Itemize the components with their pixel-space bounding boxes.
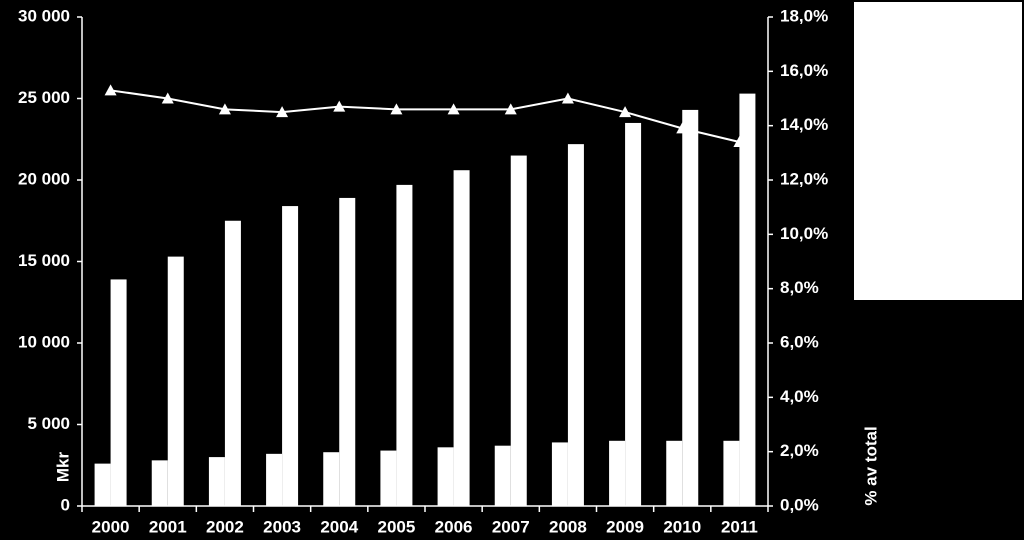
y-tick-label: 0 [61,495,70,514]
line-marker [504,103,517,115]
x-tick-label: 2011 [721,517,758,536]
line-marker [104,84,117,96]
bar [739,93,756,507]
x-tick-label: 2006 [435,517,473,536]
bar [380,450,397,506]
bar [510,155,527,507]
x-tick-label: 2010 [663,517,701,536]
bar [224,220,241,506]
y-axis-title: Mkr [53,452,72,483]
bar [167,256,184,506]
line-marker [676,122,689,134]
x-tick-label: 2002 [206,517,244,536]
x-tick-label: 2009 [606,517,644,536]
y-tick-label: 5 000 [27,414,70,433]
y2-tick-label: 4,0% [780,387,819,406]
y2-tick-label: 14,0% [780,115,828,134]
y2-tick-label: 18,0% [780,6,828,25]
bar [723,440,740,506]
bar [494,445,511,506]
y-tick-label: 10 000 [18,332,70,351]
y-tick-label: 25 000 [18,88,70,107]
bar [609,440,626,506]
x-tick-label: 2001 [149,517,187,536]
line-marker [619,106,632,118]
y2-tick-label: 10,0% [780,224,828,243]
bar [551,442,568,506]
y2-tick-label: 2,0% [780,441,819,460]
line-marker [561,92,574,104]
bar [266,453,283,506]
x-tick-label: 2005 [378,517,416,536]
y2-tick-label: 12,0% [780,169,828,188]
bar [208,457,225,506]
bar [625,122,642,506]
line-marker [447,103,460,115]
bar [666,440,683,506]
x-tick-label: 2000 [92,517,130,536]
y-tick-label: 15 000 [18,251,70,270]
bar [151,460,168,506]
y2-tick-label: 16,0% [780,61,828,80]
y2-tick-label: 6,0% [780,332,819,351]
bar [282,206,299,506]
x-tick-label: 2008 [549,517,587,536]
line [110,89,740,143]
y2-tick-label: 8,0% [780,278,819,297]
y-tick-label: 20 000 [18,169,70,188]
bar [339,197,356,506]
bar [94,463,111,506]
bar [437,447,454,506]
y2-axis-title: % av total [861,426,880,505]
line-marker [161,92,174,104]
line-marker [390,103,403,115]
x-tick-label: 2004 [320,517,358,536]
line-marker [218,103,231,115]
line-marker [733,135,746,147]
y-tick-label: 30 000 [18,6,70,25]
bar [323,452,340,506]
line-marker [276,106,289,118]
bar [453,170,470,506]
x-tick-label: 2007 [492,517,530,536]
x-tick-label: 2003 [263,517,301,536]
bar [567,144,584,506]
legend-box [854,2,1022,300]
y2-tick-label: 0,0% [780,495,819,514]
bar [682,109,699,506]
bar [110,279,127,506]
bar [396,184,413,506]
line-marker [333,100,346,112]
